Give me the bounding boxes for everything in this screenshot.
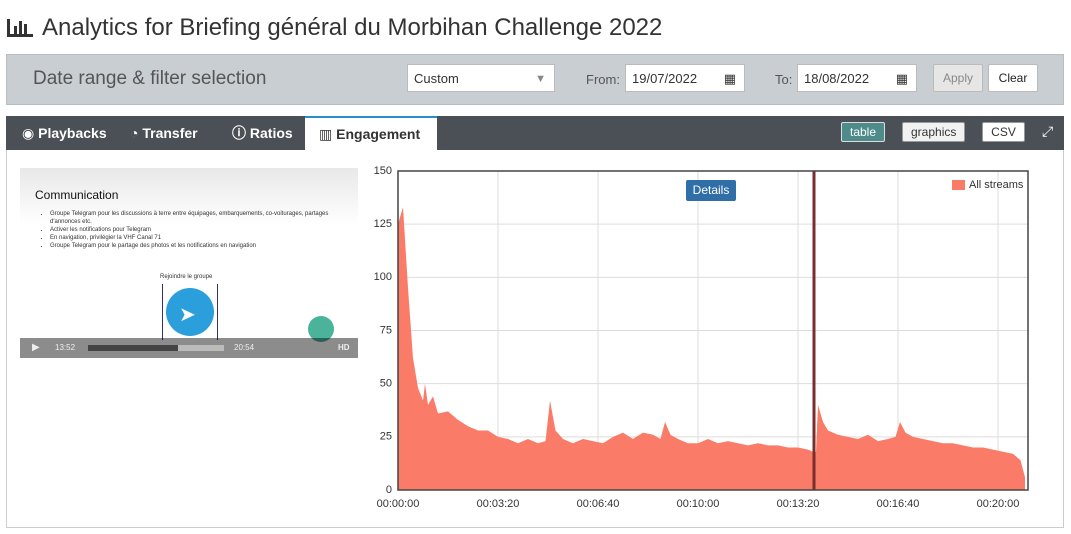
from-value: 19/07/2022 bbox=[632, 71, 698, 86]
tab-active[interactable]: ▥ Engagement bbox=[305, 116, 437, 150]
y-tick-label: 50 bbox=[380, 378, 392, 390]
page-title: Analytics for Briefing général du Morbih… bbox=[42, 14, 663, 41]
quality[interactable]: HD bbox=[338, 343, 350, 352]
video-controls: ▶ 13:52 20:54 HD bbox=[20, 338, 358, 358]
from-label: From: bbox=[586, 72, 620, 87]
progress-track[interactable] bbox=[88, 345, 224, 351]
tab[interactable]: ◔ Transfer bbox=[130, 125, 198, 141]
tab[interactable]: ◉ Playbacks bbox=[22, 125, 107, 141]
legend-swatch bbox=[952, 180, 965, 190]
details-button[interactable]: Details bbox=[686, 180, 736, 201]
to-label: To: bbox=[775, 72, 793, 87]
club-logo bbox=[308, 316, 334, 342]
x-tick-label: 00:03:20 bbox=[477, 498, 520, 510]
to-value: 18/08/2022 bbox=[804, 71, 870, 86]
tab-bar: ◉ Playbacks ◔ Transfer ⓘ Ratios ▥ Engage… bbox=[6, 116, 1064, 150]
clear-button[interactable]: Clear bbox=[988, 64, 1038, 92]
x-tick-label: 00:20:00 bbox=[977, 498, 1020, 510]
tab[interactable]: ⓘ Ratios bbox=[232, 125, 293, 141]
slide-caption: Rejoindre le groupe bbox=[160, 274, 213, 280]
area bbox=[398, 207, 1025, 491]
plane: ➤ bbox=[179, 304, 196, 326]
range-value: Custom bbox=[414, 71, 459, 86]
tab-label: Transfer bbox=[142, 125, 198, 141]
calendar-icon: ▦ bbox=[895, 71, 908, 86]
y-tick-label: 75 bbox=[380, 324, 392, 336]
range-select[interactable]: Custom ▼ bbox=[407, 64, 555, 92]
content-panel bbox=[6, 150, 1064, 528]
slide-bullets: Groupe Telegram pour les discussions à t… bbox=[40, 210, 330, 250]
telegram-logo: ➤ bbox=[166, 288, 214, 336]
duration: 20:54 bbox=[234, 343, 255, 352]
to-date[interactable]: 18/08/2022 ▦ bbox=[797, 64, 917, 92]
filter-title: Date range & filter selection bbox=[33, 68, 267, 89]
tab-label: Engagement bbox=[336, 126, 421, 142]
calendar-icon: ▦ bbox=[723, 71, 736, 86]
csv-button[interactable]: CSV bbox=[982, 122, 1025, 142]
y-tick-label: 0 bbox=[386, 484, 392, 496]
current-time: 13:52 bbox=[55, 343, 76, 352]
filter-bar: Date range & filter selection Custom ▼ Fr… bbox=[6, 54, 1064, 105]
tab-label: Ratios bbox=[249, 125, 293, 141]
bullet: Activer les notifications pour Telegram bbox=[50, 226, 330, 234]
y-tick-label: 25 bbox=[380, 431, 392, 443]
bullet: En navigation, privilégier la VHF Canal … bbox=[50, 234, 330, 242]
y-tick-label: 150 bbox=[374, 165, 392, 177]
graphics-button[interactable]: graphics bbox=[902, 122, 966, 142]
x-tick-label: 00:00:00 bbox=[377, 498, 420, 510]
select-arrow: ▼ bbox=[535, 73, 546, 85]
x-tick-label: 00:10:00 bbox=[677, 498, 720, 510]
bullet: Groupe Telegram pour le partage des phot… bbox=[50, 242, 330, 250]
chart-icon bbox=[7, 19, 33, 37]
x-tick-label: 00:16:40 bbox=[877, 498, 920, 510]
y-tick-label: 100 bbox=[374, 271, 392, 283]
slide-title: Communication bbox=[35, 188, 119, 202]
expand-icon[interactable]: ⤢ bbox=[1042, 123, 1054, 139]
video-player[interactable]: Communication Groupe Telegram pour les d… bbox=[20, 168, 358, 358]
from-date[interactable]: 19/07/2022 ▦ bbox=[625, 64, 745, 92]
play-button[interactable]: ▶ bbox=[32, 342, 40, 353]
progress-fill bbox=[88, 345, 178, 351]
table-button[interactable]: table bbox=[841, 122, 886, 142]
apply-button[interactable]: Apply bbox=[933, 64, 983, 92]
plot-border bbox=[397, 170, 1029, 491]
legend-label: All streams bbox=[969, 179, 1024, 191]
x-tick-label: 00:06:40 bbox=[577, 498, 620, 510]
x-tick-label: 00:13:20 bbox=[777, 498, 820, 510]
bullet: Groupe Telegram pour les discussions à t… bbox=[50, 210, 330, 226]
y-tick-label: 125 bbox=[374, 218, 392, 230]
tab-label: Playbacks bbox=[38, 125, 107, 141]
telegram-frame: ➤ bbox=[162, 284, 218, 340]
engagement-chart: 0 25 50 75 100 125 150 00:00:00 00:03:20 00:06:40… bbox=[374, 165, 1029, 510]
